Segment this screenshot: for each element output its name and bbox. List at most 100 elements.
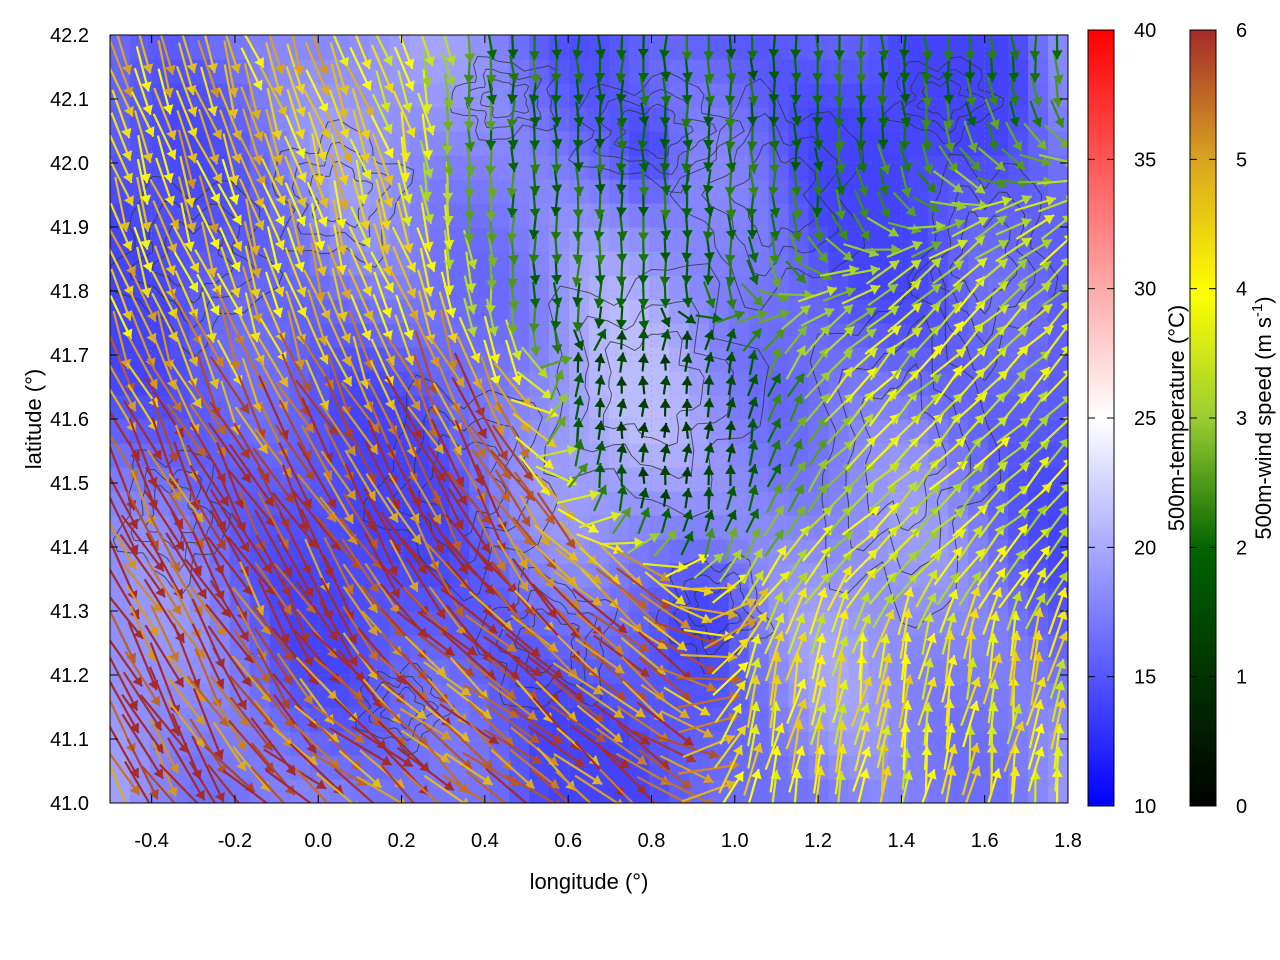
wind-arrow-shaft (159, 763, 199, 803)
wind-arrow-head (148, 625, 159, 637)
temperature-cell (249, 467, 271, 492)
temperature-cell (309, 683, 331, 708)
temperature-cell (688, 491, 710, 516)
temperature-cell (708, 347, 730, 372)
temperature-cell (808, 59, 830, 84)
wind-arrow-head (169, 651, 180, 662)
wind-arrow (152, 113, 177, 160)
wind-arrow-head (151, 811, 160, 822)
wind-arrow (133, 226, 153, 273)
wind-arrow-head (129, 784, 140, 795)
wind-arrow-head (141, 221, 152, 232)
temperature-cell (110, 155, 131, 180)
wind-arrow (151, 270, 178, 319)
temperature-cell (708, 467, 730, 492)
temperature-cell (209, 659, 231, 684)
wind-arrow-shaft (110, 495, 139, 556)
temperature-cell (888, 443, 909, 468)
wind-arrow-shaft (127, 335, 159, 390)
wind-arrow-shaft (110, 595, 145, 640)
wind-arrow-head (145, 515, 156, 527)
wind-arrow-head (140, 81, 152, 92)
wind-arrow (116, 35, 133, 75)
wind-arrow (148, 514, 181, 573)
temperature-cell (1048, 779, 1068, 803)
temperature-cell (628, 467, 650, 492)
wind-arrow-head (153, 560, 164, 572)
wind-arrow (111, 89, 132, 139)
wind-arrow (110, 638, 143, 687)
wind-arrow-shaft (152, 335, 177, 390)
wind-arrow (153, 87, 177, 141)
wind-arrow (135, 45, 152, 92)
temperature-cell (888, 203, 909, 228)
temperature-cell (409, 347, 430, 372)
wind-arrow-shaft (126, 490, 160, 551)
temperature-cell (708, 563, 730, 588)
temperature-cell (489, 587, 510, 612)
temperature-cell (589, 515, 610, 540)
wind-arrow-shaft (127, 383, 158, 432)
wind-arrow (119, 533, 166, 598)
temperature-cell (728, 203, 750, 228)
wind-arrow (129, 291, 157, 344)
wind-arrow-head (163, 87, 174, 98)
temperature-cell (549, 227, 570, 252)
wind-arrow (149, 604, 180, 663)
wind-arrow-head (171, 401, 182, 412)
temperature-cell (928, 587, 949, 612)
wind-arrow-shaft (122, 400, 163, 461)
temperature-cell (549, 179, 570, 204)
wind-arrow-head (119, 221, 131, 232)
temperature-cell (1048, 467, 1068, 492)
temperature-cell (289, 419, 311, 444)
temperature-cell (848, 179, 870, 204)
temperature-cell (848, 563, 870, 588)
wind-arrow (110, 752, 141, 796)
wind-arrow (146, 449, 183, 502)
temperature-cell (189, 275, 211, 300)
temperature-cell (110, 707, 131, 732)
temperature-cell (549, 755, 570, 780)
temperature-cell (708, 371, 730, 396)
temperature-cell (1008, 347, 1029, 372)
wind-arrow (110, 521, 137, 571)
temperature-cell (608, 395, 630, 420)
wind-arrow-head (162, 104, 174, 115)
wind-arrow (143, 489, 185, 552)
temperature-cell (369, 683, 391, 708)
wind-arrow-head (140, 287, 152, 298)
wind-arrow (110, 135, 133, 184)
wind-arrow (130, 91, 155, 138)
temperature-cell (708, 419, 730, 444)
temperature-cell (569, 323, 590, 348)
temperature-cell (828, 467, 850, 492)
temperature-cell (469, 131, 490, 156)
temperature-cell (868, 587, 889, 612)
wind-arrow-shaft (146, 357, 183, 413)
wind-arrow-shaft (110, 333, 135, 394)
temperature-cell (868, 563, 889, 588)
wind-arrow-shaft (171, 713, 202, 780)
wind-arrow (136, 176, 152, 232)
wind-arrow (146, 357, 183, 413)
temperature-cell (309, 395, 331, 420)
temperature-cell (569, 731, 590, 756)
temperature-cell (189, 635, 211, 660)
wind-arrow-shaft (124, 650, 161, 707)
temperature-cell (748, 371, 770, 396)
wind-arrow-head (151, 449, 162, 460)
temperature-cell (848, 659, 870, 684)
wind-arrow (159, 35, 176, 76)
temperature-cell (788, 707, 810, 732)
temperature-cell (908, 731, 929, 756)
temperature-cell (1008, 419, 1029, 444)
wind-arrow (110, 724, 140, 779)
temperature-cell (848, 299, 870, 324)
wind-arrow-shaft (139, 694, 190, 754)
temperature-cell (908, 419, 929, 444)
wind-arrow-head (148, 788, 159, 800)
wind-arrow-shaft (149, 178, 180, 230)
wind-arrow (126, 738, 159, 800)
